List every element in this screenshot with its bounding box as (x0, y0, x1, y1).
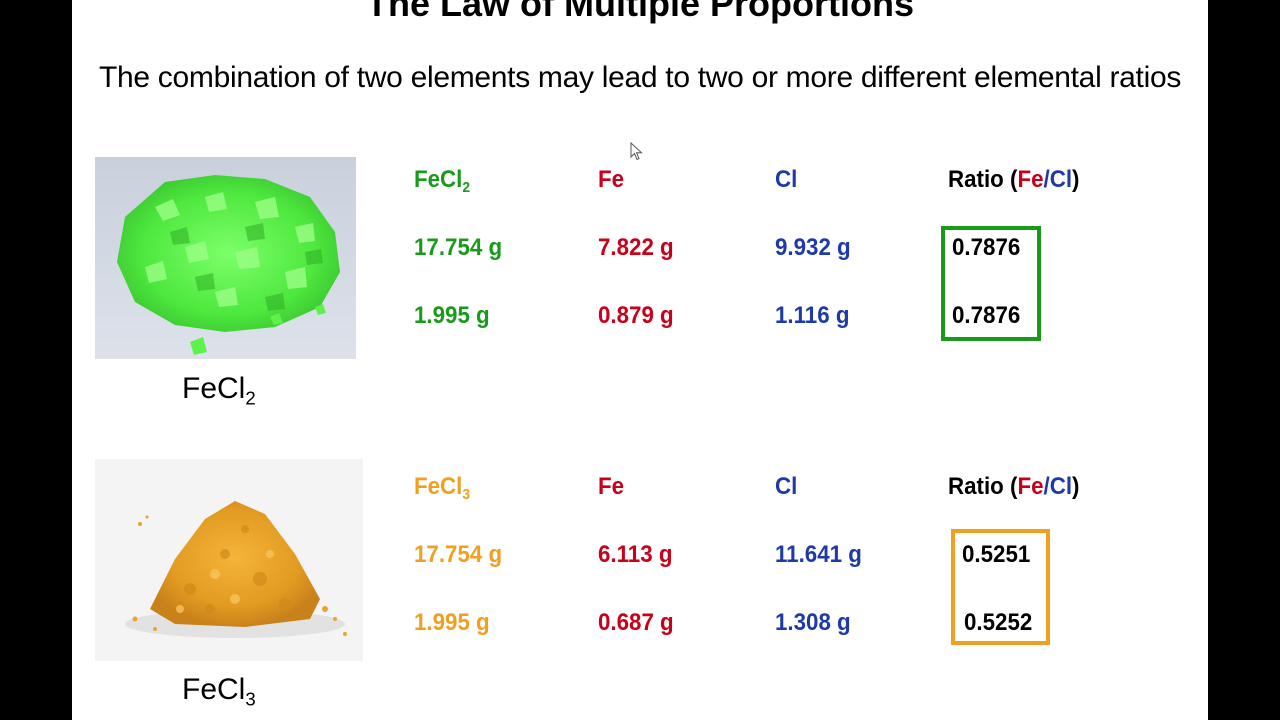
fecl2-header-ratio: Ratio (Fe/Cl) (948, 165, 1079, 195)
fecl3-header-ratio-slash: / (1043, 473, 1050, 500)
fecl3-ratio-highlight-box (951, 529, 1050, 645)
fecl3-row2-cl: 1.308 g (775, 609, 851, 636)
fecl3-row1-fe: 6.113 g (598, 541, 673, 568)
slide-title: The Law of Multiple Proportions (366, 0, 914, 24)
fecl3-caption-base: FeCl (182, 673, 246, 706)
slide: The Law of Multiple Proportions The comb… (72, 0, 1208, 720)
fecl2-header-ratio-slash: / (1043, 166, 1050, 193)
fecl3-row1-compound: 17.754 g (414, 541, 503, 568)
fecl2-header-cl: Cl (775, 166, 798, 193)
fecl2-header-ratio-fe: Fe (1017, 166, 1044, 193)
fecl2-caption-base: FeCl (182, 372, 246, 405)
fecl2-row1-fe: 7.822 g (598, 234, 674, 261)
fecl2-row2-compound: 1.995 g (414, 302, 490, 329)
fecl3-header-ratio-cl: Cl (1049, 473, 1073, 500)
fecl2-caption-sub: 2 (245, 387, 256, 409)
fecl2-header-compound-sub: 2 (462, 180, 471, 197)
fecl2-header-ratio-suffix: ) (1072, 166, 1080, 193)
fecl3-header-ratio-fe: Fe (1017, 473, 1044, 500)
fecl3-row1-ratio: 0.5251 (962, 541, 1031, 568)
fecl3-row2-compound: 1.995 g (414, 609, 490, 636)
fecl2-row2-cl: 1.116 g (775, 302, 850, 329)
fecl2-ratio-highlight-box (941, 226, 1041, 341)
fecl3-header-fe: Fe (598, 473, 625, 500)
fecl2-row1-cl: 9.932 g (775, 234, 851, 261)
fecl3-row2-fe: 0.687 g (598, 609, 674, 636)
fecl2-row2-fe: 0.879 g (598, 302, 674, 329)
fecl3-header-ratio-prefix: Ratio ( (948, 473, 1018, 500)
fecl2-header-ratio-cl: Cl (1049, 166, 1073, 193)
fecl2-header-fe: Fe (598, 166, 625, 193)
fecl3-header-compound-sub: 3 (462, 487, 471, 504)
fecl2-row2-ratio: 0.7876 (952, 302, 1021, 329)
mouse-pointer-icon (630, 141, 644, 167)
fecl3-header-ratio-suffix: ) (1072, 473, 1080, 500)
green-crystals-photo (95, 157, 356, 359)
fecl2-header-ratio-prefix: Ratio ( (948, 166, 1018, 193)
fecl2-caption: FeCl2 (182, 372, 256, 409)
fecl3-header-ratio: Ratio (Fe/Cl) (948, 472, 1079, 502)
slide-subtitle: The combination of two elements may lead… (98, 61, 1182, 94)
fecl3-caption: FeCl3 (182, 673, 256, 710)
fecl2-row1-compound: 17.754 g (414, 234, 503, 261)
fecl3-header-cl: Cl (775, 473, 798, 500)
orange-powder-photo (95, 459, 363, 661)
fecl3-row1-cl: 11.641 g (775, 541, 862, 568)
fecl2-header-compound-base: FeCl (414, 166, 463, 193)
fecl2-header-compound: FeCl2 (414, 165, 471, 197)
fecl3-header-compound-base: FeCl (414, 473, 463, 500)
fecl2-row1-ratio: 0.7876 (952, 234, 1021, 261)
fecl3-caption-sub: 3 (245, 688, 256, 710)
fecl3-header-compound: FeCl3 (414, 472, 471, 504)
fecl3-row2-ratio: 0.5252 (964, 609, 1033, 636)
